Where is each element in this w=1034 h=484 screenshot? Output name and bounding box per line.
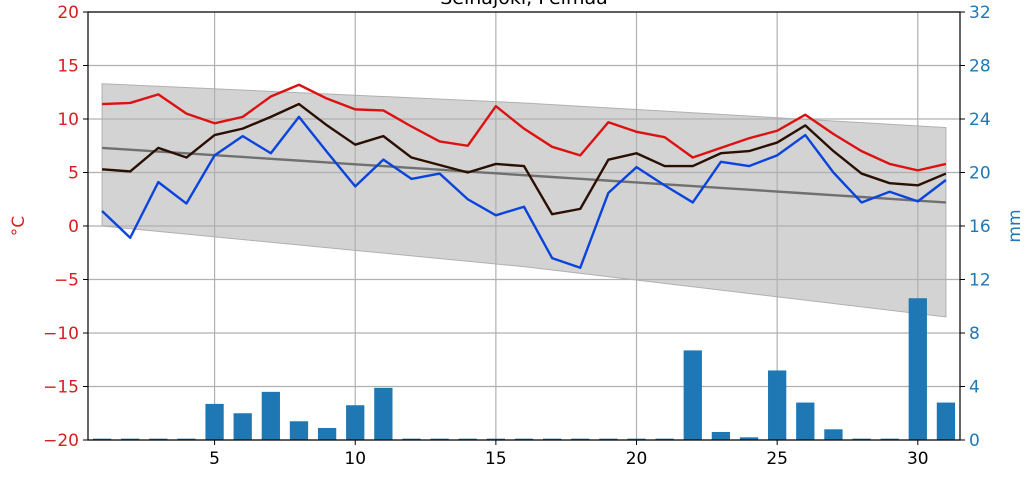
line xyxy=(102,83,947,172)
y2-tick-label: 4 xyxy=(969,378,980,398)
precip-bar xyxy=(796,402,815,440)
line xyxy=(101,102,947,216)
precip-bar xyxy=(205,403,224,440)
precip-bar xyxy=(936,402,956,440)
precip-bar xyxy=(852,438,871,440)
precip-bar xyxy=(683,350,702,440)
precip-bar xyxy=(317,427,337,440)
line xyxy=(101,115,947,269)
precip-bar xyxy=(233,413,252,440)
y-tick-label: 5 xyxy=(68,164,79,184)
precip-bar xyxy=(908,298,927,440)
precip-bar xyxy=(768,370,787,440)
line xyxy=(101,146,947,204)
y-tick-label: 0 xyxy=(68,217,79,237)
y2-tick-label: 28 xyxy=(969,57,991,77)
precip-bar xyxy=(824,429,843,440)
precip-bar xyxy=(177,438,196,440)
y2-tick-label: 32 xyxy=(969,3,991,23)
precip-bar xyxy=(346,405,365,440)
precip-bar xyxy=(402,438,421,440)
precip-bar xyxy=(627,438,646,440)
precip-bar xyxy=(711,431,731,440)
precip-bar xyxy=(880,438,899,440)
y-tick-label: 15 xyxy=(57,57,79,77)
precip-bar xyxy=(92,438,112,440)
y2-tick-label: 20 xyxy=(969,164,991,184)
x-tick-label: 10 xyxy=(344,449,366,469)
precip-bar xyxy=(571,438,590,440)
x-tick-label: 25 xyxy=(766,449,788,469)
y2-tick-label: 8 xyxy=(969,324,980,344)
x-tick-label: 5 xyxy=(209,449,220,469)
precip-bar xyxy=(458,438,477,440)
y-tick-label: −15 xyxy=(43,378,79,398)
y-tick-label: −20 xyxy=(43,431,79,451)
y2-tick-label: 0 xyxy=(969,431,980,451)
x-tick-label: 30 xyxy=(907,449,929,469)
precip-bar xyxy=(121,438,140,440)
y2-tick-label: 24 xyxy=(969,110,991,130)
precip-bar xyxy=(599,438,618,440)
x-tick-label: 15 xyxy=(485,449,507,469)
precip-bar xyxy=(149,438,168,440)
precip-bar xyxy=(486,438,506,440)
y2-tick-label: 12 xyxy=(969,271,991,291)
precip-bar xyxy=(430,438,449,440)
y2-axis-label: mm xyxy=(1005,209,1025,242)
y-tick-label: −5 xyxy=(54,271,79,291)
y-tick-label: −10 xyxy=(43,324,79,344)
precip-bar xyxy=(739,437,759,440)
precip-bar xyxy=(514,438,534,440)
chart-title: Seinäjoki, Pelmaa xyxy=(440,0,608,9)
precip-bar xyxy=(289,421,309,440)
precip-bar xyxy=(261,391,280,440)
precip-bar xyxy=(655,438,674,440)
y-tick-label: 20 xyxy=(57,3,79,23)
x-tick-label: 20 xyxy=(626,449,648,469)
precip-bar xyxy=(374,387,393,440)
y2-tick-label: 16 xyxy=(969,217,991,237)
plot-frame xyxy=(87,11,961,441)
precip-bar xyxy=(542,438,562,440)
y-tick-label: 10 xyxy=(57,110,79,130)
y-axis-label: °C xyxy=(9,216,29,236)
